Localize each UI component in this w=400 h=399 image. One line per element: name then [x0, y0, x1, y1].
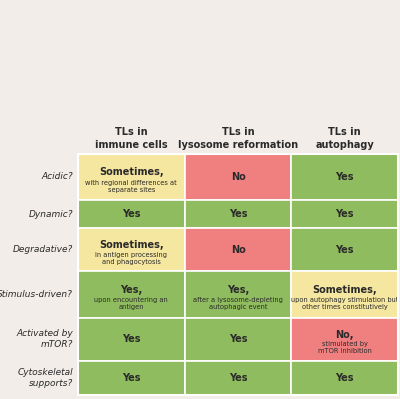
Text: upon autophagy stimulation but
other times constitutively: upon autophagy stimulation but other tim…	[291, 297, 398, 310]
Bar	[78, 228, 185, 271]
Text: Cytoskeletal
supports?: Cytoskeletal supports?	[18, 368, 73, 387]
Text: Sometimes,: Sometimes,	[99, 167, 164, 177]
Text: with regional differences at
separate sites: with regional differences at separate si…	[86, 180, 177, 193]
Bar	[291, 228, 398, 271]
Bar	[185, 228, 291, 271]
Text: TLs in
lysosome reformation: TLs in lysosome reformation	[178, 127, 298, 150]
Text: No: No	[231, 172, 245, 182]
Text: Yes: Yes	[336, 373, 354, 383]
Bar	[291, 200, 398, 228]
Bar	[78, 361, 185, 395]
Bar	[185, 154, 291, 200]
Bar	[185, 271, 291, 318]
Text: Dynamic?: Dynamic?	[29, 209, 73, 219]
Bar	[291, 271, 398, 318]
Text: Yes: Yes	[122, 373, 140, 383]
Text: in antigen processing
and phagocytosis: in antigen processing and phagocytosis	[95, 252, 167, 265]
Text: No,: No,	[336, 330, 354, 340]
Text: Yes: Yes	[229, 373, 247, 383]
Bar	[78, 318, 185, 361]
Text: TLs in
autophagy: TLs in autophagy	[315, 127, 374, 150]
Text: Yes,: Yes,	[227, 285, 249, 295]
Text: Stimulus-driven?: Stimulus-driven?	[0, 290, 73, 299]
Text: Yes: Yes	[336, 209, 354, 219]
Text: TLs in
immune cells: TLs in immune cells	[95, 127, 168, 150]
Text: Acidic?: Acidic?	[42, 172, 73, 181]
Text: Sometimes,: Sometimes,	[312, 285, 377, 295]
Bar	[291, 318, 398, 361]
Bar	[78, 154, 398, 395]
Text: Activated by
mTOR?: Activated by mTOR?	[16, 330, 73, 349]
Bar	[185, 200, 291, 228]
Text: Yes: Yes	[122, 334, 140, 344]
Text: upon encountering an
antigen: upon encountering an antigen	[94, 297, 168, 310]
Bar	[78, 200, 185, 228]
Text: Yes: Yes	[122, 209, 140, 219]
Bar	[291, 154, 398, 200]
Text: Yes,: Yes,	[120, 285, 142, 295]
Text: Yes: Yes	[336, 172, 354, 182]
Text: Sometimes,: Sometimes,	[99, 241, 164, 251]
Text: No: No	[231, 245, 245, 255]
Bar	[185, 361, 291, 395]
Bar	[291, 361, 398, 395]
Text: stimulated by
mTOR inhibition: stimulated by mTOR inhibition	[318, 341, 372, 354]
Text: Yes: Yes	[229, 334, 247, 344]
Text: after a lysosome-depleting
autophagic event: after a lysosome-depleting autophagic ev…	[193, 297, 283, 310]
Bar	[78, 154, 185, 200]
Text: Yes: Yes	[336, 245, 354, 255]
Text: Degradative?: Degradative?	[13, 245, 73, 254]
Text: Yes: Yes	[229, 209, 247, 219]
Bar	[185, 318, 291, 361]
Bar	[78, 271, 185, 318]
